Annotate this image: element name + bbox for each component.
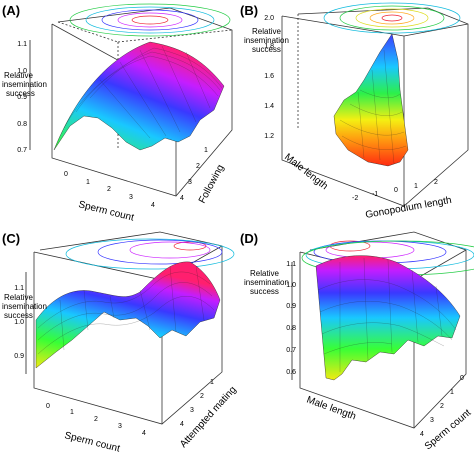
- tick-label: 3: [129, 194, 133, 201]
- tick-label: 3: [190, 407, 194, 414]
- tick-label: 1.1: [14, 285, 24, 292]
- tick-label: 2: [94, 416, 98, 423]
- tick-label: 0: [46, 403, 50, 410]
- panel-b-y-axis: Male length: [282, 152, 330, 192]
- tick-label: 0.8: [286, 325, 296, 332]
- tick-label: 4: [142, 430, 146, 437]
- tick-label: 0.6: [286, 369, 296, 376]
- tick-label: -2: [352, 195, 358, 202]
- panel-d-ylabel: Sperm count: [423, 407, 474, 452]
- panel-a-zlabel: Relative insemination success: [2, 71, 47, 98]
- tick-label: 2: [434, 179, 438, 186]
- tick-label: 1: [70, 409, 74, 416]
- panel-c-xlabel: Sperm count: [63, 430, 121, 454]
- tick-label: 1.4: [264, 103, 274, 110]
- tick-label: 0.9: [14, 353, 24, 360]
- tick-label: 1: [414, 183, 418, 190]
- panel-c-contours: [65, 238, 235, 270]
- tick-label: 1: [450, 389, 454, 396]
- panel-c-y-axis: 1 2 3 4 Attempted mating: [178, 379, 239, 450]
- tick-label: 1.1: [286, 261, 296, 268]
- panel-d-letter: (D): [240, 231, 258, 246]
- tick-label: 1.2: [264, 133, 274, 140]
- tick-label: 0.9: [17, 94, 27, 101]
- tick-label: 0.7: [286, 347, 296, 354]
- tick-label: 1: [210, 379, 214, 386]
- panel-a-letter: (A): [2, 3, 20, 18]
- tick-label: 0.8: [17, 121, 27, 128]
- panel-b-surface: [333, 33, 409, 167]
- tick-label: 4: [180, 195, 184, 202]
- tick-label: 3: [188, 179, 192, 186]
- panel-c: (C) 0.9 1.0 1.1 Relative insemination: [2, 231, 239, 454]
- panel-c-surface: [35, 261, 221, 369]
- panel-c-mesh: [37, 265, 215, 355]
- tick-label: 0.7: [17, 147, 27, 154]
- panel-b-contours: [323, 2, 461, 34]
- tick-label: 1.0: [14, 319, 24, 326]
- panel-a-y-axis: 1 2 3 4 Following: [180, 147, 226, 205]
- tick-label: 2: [107, 186, 111, 193]
- panel-a-z-axis: 0.7 0.8 0.9 1.0 1.1 Relative insemination…: [2, 40, 47, 154]
- panel-b-x-axis: -2 -1 0 1 2 Gonopodium length: [352, 179, 452, 221]
- panel-a: (A) 0.7 0.8: [2, 3, 233, 224]
- panel-c-letter: (C): [2, 231, 20, 246]
- tick-label: 0: [460, 375, 464, 382]
- tick-label: 1: [204, 147, 208, 154]
- tick-label: 1.1: [17, 41, 27, 48]
- tick-label: 2: [200, 393, 204, 400]
- panel-a-contours: [69, 3, 231, 37]
- panel-a-ylabel: Following: [197, 163, 227, 205]
- panel-a-x-axis: 0 1 2 3 4 Sperm count: [64, 171, 155, 224]
- tick-label: 0.9: [286, 303, 296, 310]
- panel-b-ylabel: Male length: [282, 152, 330, 192]
- panel-a-xlabel: Sperm count: [77, 199, 135, 223]
- tick-label: 4: [420, 431, 424, 438]
- tick-label: 3: [118, 423, 122, 430]
- tick-label: 2.0: [264, 15, 274, 22]
- tick-label: 0: [64, 171, 68, 178]
- tick-label: 4: [151, 202, 155, 209]
- tick-label: -1: [372, 191, 378, 198]
- panel-a-surface: [53, 41, 225, 151]
- panel-c-zlabel: Relative insemination success: [2, 293, 47, 320]
- panel-d-zlabel: Relative insemination success: [244, 269, 289, 296]
- tick-label: 2: [440, 403, 444, 410]
- tick-label: 3: [430, 417, 434, 424]
- panel-b-z-axis: 1.2 1.4 1.6 1.8 2.0 Relative insemination…: [244, 15, 289, 140]
- panel-d-surface: [315, 255, 461, 381]
- tick-label: 1.6: [264, 73, 274, 80]
- tick-label: 2: [196, 163, 200, 170]
- tick-label: 1.8: [264, 43, 274, 50]
- panel-c-x-axis: 0 1 2 3 4 Sperm count: [46, 403, 146, 454]
- tick-label: 4: [180, 421, 184, 428]
- tick-label: 1.0: [17, 68, 27, 75]
- panel-c-ylabel: Attempted mating: [178, 384, 239, 450]
- panel-b-zlabel: Relative insemination success: [244, 27, 289, 54]
- panel-b: (B) 1.2 1.4 1.6 1.8: [240, 2, 469, 221]
- panel-d: (D) 0.6 0.7 0.8 0.9 1.0: [240, 231, 474, 452]
- panel-b-letter: (B): [240, 3, 258, 18]
- panel-d-z-axis: 0.6 0.7 0.8 0.9 1.0 1.1 Relative insemina…: [244, 261, 296, 380]
- tick-label: 1: [86, 179, 90, 186]
- panel-b-xlabel: Gonopodium length: [365, 195, 453, 221]
- tick-label: 1.0: [286, 282, 296, 289]
- tick-label: 0: [394, 187, 398, 194]
- panel-c-z-axis: 0.9 1.0 1.1 Relative insemination success: [2, 272, 47, 374]
